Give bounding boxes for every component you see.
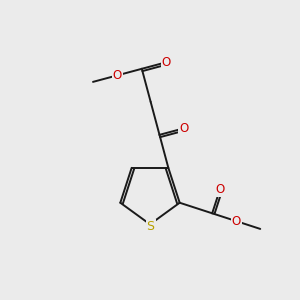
Text: O: O [113,69,122,82]
Text: O: O [162,56,171,69]
Text: O: O [215,183,225,196]
Text: S: S [147,220,154,233]
Text: O: O [179,122,188,135]
Text: O: O [232,214,241,228]
